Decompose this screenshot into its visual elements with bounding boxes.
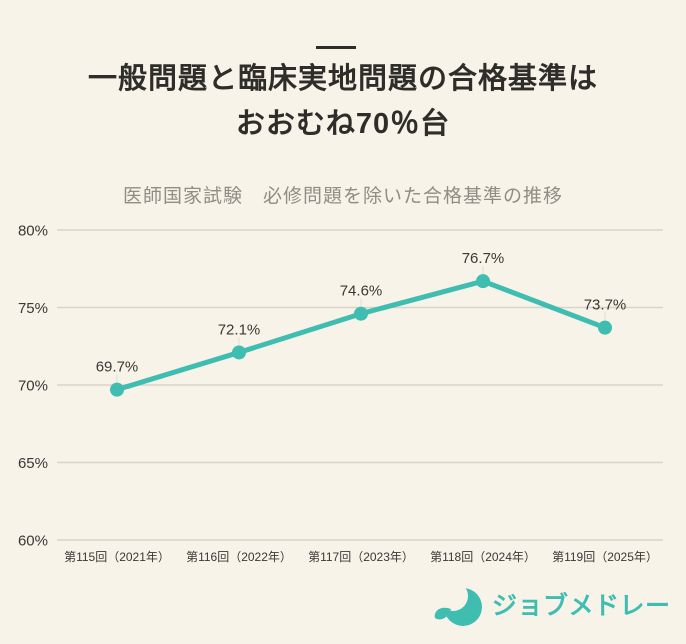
- page-title-line1: 一般問題と臨床実地問題の合格基準は: [87, 63, 598, 95]
- ytick-label-75: 75%: [18, 300, 48, 317]
- pass-rate-line-chart: 80% 75% 70% 65% 60% 69.7% 72.1% 74.6% 76.7% 73.7%…: [18, 223, 663, 564]
- ytick-label-65: 65%: [18, 455, 48, 472]
- data-point-4: [598, 320, 612, 335]
- xtick-label-4: 第119回（2025年）: [552, 550, 658, 564]
- accent-dash: [316, 46, 356, 49]
- xtick-label-2: 第117回（2023年）: [308, 550, 414, 564]
- xtick-label-0: 第115回（2021年）: [64, 550, 170, 564]
- data-label-2: 74.6%: [340, 283, 383, 300]
- page-title-line2: おおむね70％台: [235, 108, 451, 140]
- data-point-1: [232, 345, 246, 360]
- page-title: 一般問題と臨床実地問題の合格基準は おおむね70％台: [0, 57, 686, 147]
- chart-subtitle: 医師国家試験 必修問題を除いた合格基準の推移: [122, 186, 563, 207]
- ytick-label-60: 60%: [18, 533, 48, 550]
- footer-logo: ジョブメドレー: [434, 584, 671, 628]
- data-point-0: [110, 382, 124, 397]
- xtick-label-3: 第118回（2024年）: [430, 550, 536, 564]
- data-label-1: 72.1%: [218, 321, 261, 338]
- ytick-label-80: 80%: [18, 223, 48, 240]
- ytick-label-70: 70%: [18, 378, 48, 395]
- xtick-label-1: 第116回（2022年）: [186, 550, 292, 564]
- jobmedley-logo-icon: [434, 584, 482, 626]
- data-label-3: 76.7%: [462, 250, 505, 267]
- brand-name: ジョブメドレー: [492, 592, 671, 620]
- data-point-3: [476, 274, 490, 289]
- data-label-4: 73.7%: [584, 297, 627, 314]
- data-label-0: 69.7%: [96, 359, 139, 376]
- data-point-2: [354, 306, 368, 321]
